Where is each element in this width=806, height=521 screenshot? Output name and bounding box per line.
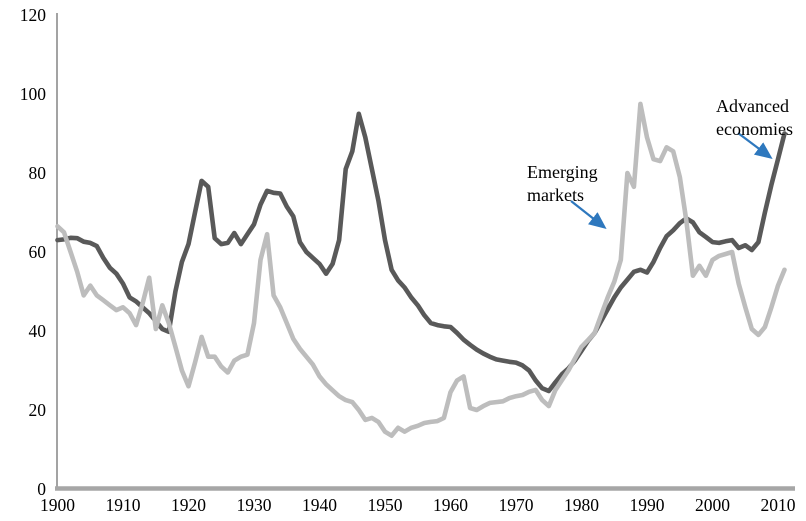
y-tick-label-20: 20 (29, 400, 47, 420)
x-tick-label-1910: 1910 (106, 495, 141, 515)
x-tick-label-2000: 2000 (695, 495, 730, 515)
y-tick-label-0: 0 (37, 479, 46, 499)
data-series-lines (55, 101, 787, 439)
x-tick-label-1900: 1900 (40, 495, 75, 515)
emerging-markets-line (55, 101, 787, 439)
advanced-economies-annotation-arrow (737, 132, 773, 159)
x-axis-tick-labels: 1900 1910 1920 1930 1940 1950 1960 1970 1980 1990… (40, 495, 796, 515)
x-tick-label-1930: 1930 (237, 495, 272, 515)
x-tick-label-1940: 1940 (302, 495, 337, 515)
x-tick-label-1960: 1960 (433, 495, 468, 515)
advanced-economies-line (55, 111, 787, 394)
y-axis-tick-labels: 0 20 40 60 80 100 120 (20, 5, 47, 499)
advanced-economies-annotation-label: Advanced economies (716, 96, 793, 139)
emerging-markets-annotation-arrow (570, 200, 607, 230)
y-tick-label-100: 100 (20, 84, 47, 104)
y-tick-label-60: 60 (29, 242, 47, 262)
x-tick-label-1980: 1980 (564, 495, 599, 515)
x-tick-label-1970: 1970 (499, 495, 534, 515)
y-tick-label-40: 40 (29, 321, 47, 341)
y-tick-label-120: 120 (20, 5, 47, 25)
x-tick-label-2010: 2010 (761, 495, 796, 515)
x-tick-label-1950: 1950 (368, 495, 403, 515)
emerging-markets-annotation-label: Emerging markets (527, 162, 598, 205)
y-tick-label-80: 80 (29, 163, 47, 183)
x-tick-label-1990: 1990 (630, 495, 665, 515)
x-tick-label-1920: 1920 (171, 495, 206, 515)
